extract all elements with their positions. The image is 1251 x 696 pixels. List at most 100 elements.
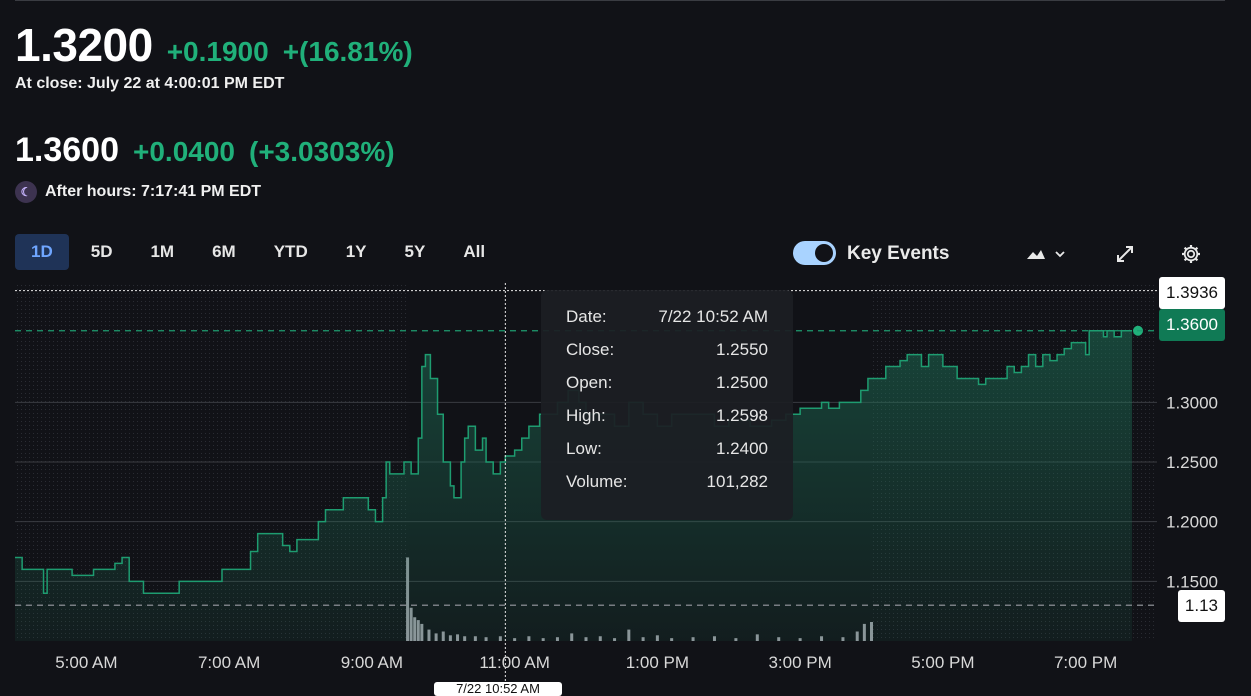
tooltip-value: 1.2550: [716, 340, 768, 359]
y-tick-label: 1.2000: [1166, 513, 1218, 532]
volume-bar: [420, 623, 424, 641]
expand-icon: [1117, 246, 1133, 262]
tooltip-value: 101,282: [706, 472, 768, 491]
close-price: 1.3200: [15, 19, 153, 71]
tooltip-row: Date: 7/22 10:52 AM: [566, 307, 768, 340]
expand-button[interactable]: [1112, 240, 1138, 268]
range-1m[interactable]: 1M: [150, 242, 175, 261]
volume-bar: [862, 623, 866, 641]
volume-bar: [409, 607, 413, 641]
volume-bar: [541, 638, 545, 641]
volume-bar: [456, 634, 460, 641]
volume-bar: [473, 636, 477, 641]
volume-bar: [555, 637, 559, 641]
data-tooltip: Date: 7/22 10:52 AM Close: 1.2550 Open: 1.2…: [541, 290, 793, 520]
x-tick-label: 5:00 AM: [55, 653, 117, 672]
mountain-chart-icon: [1027, 250, 1065, 259]
volume-bar: [641, 637, 645, 641]
volume-bar: [734, 638, 738, 641]
crosshair-time-label: 7/22 10:52 AM: [434, 682, 562, 696]
after-hours-price: 1.3600: [15, 131, 119, 169]
tooltip-label: High:: [566, 406, 606, 425]
volume-bar: [712, 636, 716, 641]
chart-type-button[interactable]: [1022, 240, 1072, 268]
volume-bar: [870, 622, 873, 641]
range-all[interactable]: All: [463, 242, 486, 261]
close-change: +0.1900: [166, 36, 269, 67]
x-tick-label: 1:00 PM: [626, 653, 689, 672]
after-hours-change: +0.0400: [133, 136, 235, 167]
tooltip-label: Close:: [566, 340, 615, 359]
range-5d[interactable]: 5D: [90, 242, 113, 261]
volume-bar: [463, 636, 467, 641]
close-timestamp: At close: July 22 at 4:00:01 PM EDT: [15, 75, 285, 92]
volume-bar: [777, 637, 781, 641]
gear-icon: [1182, 245, 1200, 263]
x-tick-label: 7:00 PM: [1054, 653, 1117, 672]
tooltip-row: Close: 1.2550: [566, 340, 768, 373]
after-hours-change-pct: (+3.0303%): [249, 136, 395, 167]
x-tick-label: 11:00 AM: [479, 653, 550, 672]
tooltip-value: 1.2400: [716, 439, 768, 458]
y-tick-label: 1.3000: [1166, 393, 1218, 412]
settings-button[interactable]: [1178, 240, 1204, 268]
volume-bar: [855, 631, 859, 641]
close-change-pct: +(16.81%): [282, 36, 413, 67]
current-price-tag: 1.3600: [1159, 309, 1225, 341]
tooltip-row: Open: 1.2500: [566, 373, 768, 406]
high-price-tag: 1.3936: [1159, 277, 1225, 309]
moon-icon: ☾: [15, 181, 37, 203]
range-5y[interactable]: 5Y: [404, 242, 426, 261]
volume-bar: [527, 636, 531, 641]
volume-bar: [655, 635, 659, 641]
volume-bar: [841, 637, 845, 641]
tooltip-label: Volume:: [566, 472, 628, 491]
y-tick-label: 1.1500: [1166, 572, 1218, 591]
x-tick-label: 5:00 PM: [911, 653, 974, 672]
volume-bar: [613, 638, 617, 641]
tooltip-row: High: 1.2598: [566, 406, 768, 439]
volume-bar: [820, 636, 824, 641]
regular-quote: 1.3200 +0.1900 +(16.81%): [15, 18, 413, 72]
volume-bar: [691, 637, 695, 641]
volume-bar: [448, 635, 452, 641]
volume-bar: [798, 638, 802, 641]
premarket-shading: [15, 283, 408, 641]
previous-close-tag: 1.13: [1177, 590, 1225, 622]
x-tick-label: 3:00 PM: [768, 653, 831, 672]
x-tick-label: 7:00 AM: [198, 653, 260, 672]
volume-bar: [584, 637, 588, 641]
volume-bar: [755, 634, 759, 641]
volume-bar: [498, 636, 502, 641]
tooltip-value: 7/22 10:52 AM: [658, 307, 768, 326]
key-events-toggle[interactable]: [793, 241, 836, 265]
after-hours-row: ☾ After hours: 7:17:41 PM EDT: [15, 181, 261, 203]
volume-bar: [570, 633, 574, 641]
volume-bar: [413, 617, 417, 641]
tooltip-row: Volume: 101,282: [566, 472, 768, 505]
volume-bar: [484, 637, 488, 641]
tooltip-value: 1.2500: [716, 373, 768, 392]
range-selector: 1D 5D 1M 6M YTD 1Y 5Y All: [15, 234, 507, 270]
range-6m[interactable]: 6M: [212, 242, 236, 261]
range-ytd[interactable]: YTD: [273, 242, 308, 261]
tooltip-label: Date:: [566, 307, 607, 326]
key-events-label: Key Events: [847, 243, 950, 264]
volume-bar: [598, 636, 602, 641]
chevron-down-icon: [1055, 251, 1065, 258]
after-hours-timestamp: After hours: 7:17:41 PM EDT: [45, 183, 262, 200]
range-1y[interactable]: 1Y: [345, 242, 367, 261]
top-divider: [15, 0, 1225, 1]
volume-bar: [406, 557, 410, 641]
tooltip-label: Low:: [566, 439, 602, 458]
x-tick-label: 9:00 AM: [341, 653, 403, 672]
after-hours-quote: 1.3600 +0.0400 (+3.0303%): [15, 131, 395, 170]
volume-bar: [441, 631, 445, 641]
y-tick-label: 1.2500: [1166, 453, 1218, 472]
tooltip-row: Low: 1.2400: [566, 439, 768, 472]
range-1d[interactable]: 1D: [15, 234, 69, 270]
tooltip-label: Open:: [566, 373, 613, 392]
volume-bar: [670, 638, 674, 641]
volume-bar: [416, 620, 420, 641]
toggle-knob: [815, 244, 833, 262]
